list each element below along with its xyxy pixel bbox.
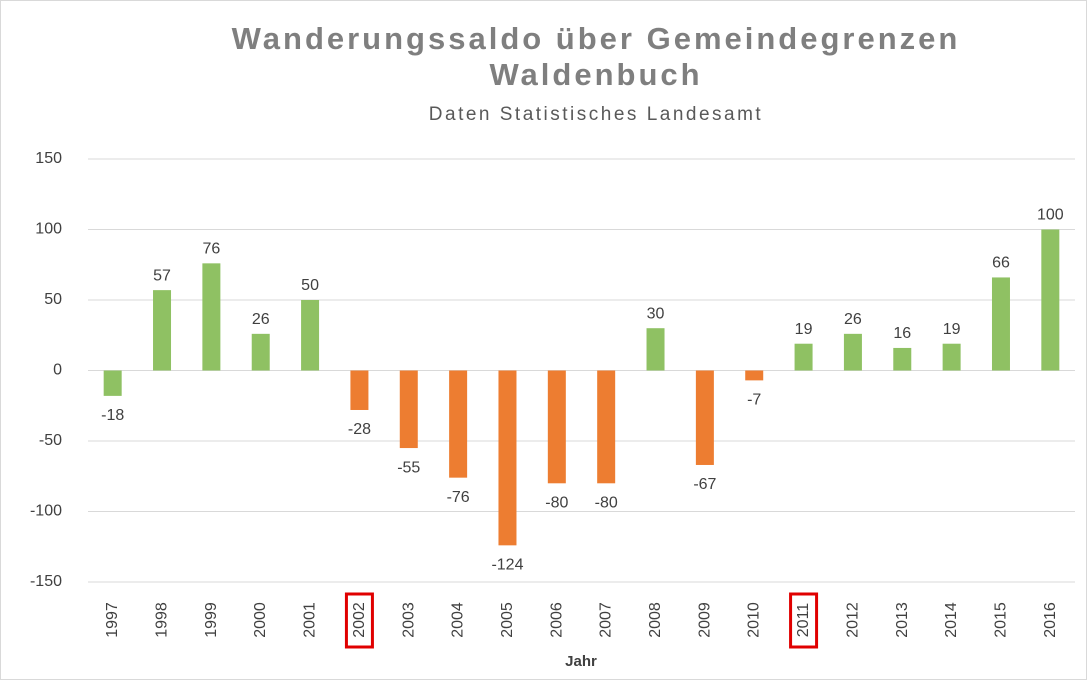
x-tick-label: 1999 bbox=[203, 602, 220, 638]
bar bbox=[153, 290, 172, 371]
x-tick-label: 2000 bbox=[252, 602, 269, 638]
x-tick-label: 2006 bbox=[548, 602, 565, 638]
y-tick-label: 0 bbox=[53, 362, 62, 379]
x-tick-label: 2001 bbox=[302, 602, 319, 638]
bar bbox=[1041, 229, 1060, 371]
bar bbox=[942, 343, 961, 371]
x-axis-label: Jahr bbox=[565, 653, 597, 670]
value-label: -80 bbox=[545, 495, 568, 512]
value-label: 66 bbox=[992, 255, 1010, 272]
bar bbox=[843, 333, 862, 371]
bar bbox=[350, 370, 369, 410]
bar bbox=[301, 300, 320, 371]
bar bbox=[745, 370, 764, 381]
bar bbox=[991, 277, 1010, 371]
chart-subtitle: Daten Statistisches Landesamt bbox=[429, 104, 763, 125]
x-tick-label: 2014 bbox=[943, 602, 960, 638]
bar bbox=[399, 370, 418, 449]
x-tick-label: 1998 bbox=[154, 602, 171, 638]
x-tick-label: 2007 bbox=[598, 602, 615, 638]
value-label: -80 bbox=[595, 495, 618, 512]
bar bbox=[695, 370, 714, 465]
value-label: -67 bbox=[693, 476, 716, 493]
x-tick-label: 2008 bbox=[647, 602, 664, 638]
y-tick-label: -150 bbox=[30, 573, 62, 590]
x-tick-label: 2002 bbox=[351, 602, 368, 638]
highlight-box bbox=[344, 592, 374, 649]
value-label: 57 bbox=[153, 267, 171, 284]
x-tick-label: 2012 bbox=[844, 602, 861, 638]
bar bbox=[597, 370, 616, 484]
bar bbox=[893, 347, 912, 371]
bar bbox=[547, 370, 566, 484]
chart-title: Waldenbuch bbox=[489, 57, 702, 92]
y-tick-label: -50 bbox=[39, 432, 62, 449]
y-tick-label: -100 bbox=[30, 503, 62, 520]
x-tick-label: 2009 bbox=[696, 602, 713, 638]
x-tick-label: 2013 bbox=[894, 602, 911, 638]
x-tick-label: 2004 bbox=[450, 602, 467, 638]
y-tick-label: 150 bbox=[35, 150, 62, 167]
bar bbox=[103, 370, 122, 396]
value-label: 50 bbox=[301, 277, 319, 294]
value-label: -124 bbox=[491, 557, 523, 574]
value-label: -18 bbox=[101, 407, 124, 424]
bar bbox=[794, 343, 813, 371]
bar bbox=[202, 263, 221, 371]
chart-title: Wanderungssaldo über Gemeindegrenzen bbox=[232, 21, 961, 56]
value-label: 19 bbox=[943, 321, 961, 338]
value-label: 30 bbox=[647, 305, 665, 322]
value-label: -76 bbox=[447, 489, 470, 506]
x-tick-label: 2005 bbox=[499, 602, 516, 638]
x-tick-label: 2011 bbox=[795, 603, 812, 638]
value-label: -55 bbox=[397, 459, 420, 476]
value-label: 26 bbox=[252, 311, 270, 328]
x-tick-label: 1997 bbox=[104, 602, 121, 638]
bar bbox=[251, 333, 270, 371]
x-tick-label: 2016 bbox=[1042, 602, 1059, 638]
highlight-box bbox=[789, 592, 819, 649]
value-label: 26 bbox=[844, 311, 862, 328]
bar bbox=[646, 328, 665, 371]
value-label: 76 bbox=[202, 241, 220, 258]
value-label: -28 bbox=[348, 421, 371, 438]
x-tick-label: 2003 bbox=[400, 602, 417, 638]
bar bbox=[498, 370, 517, 546]
bar bbox=[449, 370, 468, 478]
value-label: -7 bbox=[747, 392, 761, 409]
value-label: 19 bbox=[795, 321, 813, 338]
x-tick-label: 2015 bbox=[992, 602, 1009, 638]
value-label: 100 bbox=[1037, 207, 1064, 224]
y-tick-label: 100 bbox=[35, 221, 62, 238]
value-label: 16 bbox=[893, 325, 911, 342]
x-tick-label: 2010 bbox=[746, 602, 763, 638]
y-tick-label: 50 bbox=[44, 291, 62, 308]
